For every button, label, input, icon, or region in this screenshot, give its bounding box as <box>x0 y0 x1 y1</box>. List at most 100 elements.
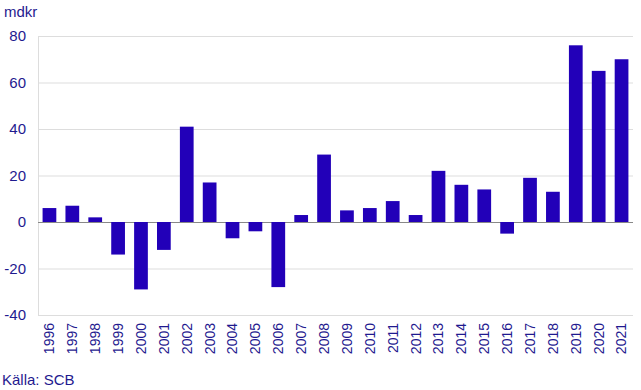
grid-line <box>38 83 633 84</box>
bar <box>43 208 57 222</box>
x-tick-label: 2005 <box>247 323 263 354</box>
x-tick-label: 2003 <box>202 323 218 354</box>
y-tick: -40 <box>4 306 633 323</box>
x-tick-label: 2001 <box>156 323 172 354</box>
bar <box>294 215 308 222</box>
bar <box>111 222 125 255</box>
bar <box>455 185 469 222</box>
x-tick-label: 2021 <box>613 323 629 354</box>
x-tick: 1997 <box>64 315 80 354</box>
x-tick-label: 2014 <box>453 323 469 354</box>
x-tick-label: 2007 <box>293 323 309 354</box>
x-tick-label: 1999 <box>110 323 126 354</box>
x-tick: 1998 <box>87 315 103 354</box>
grid-line <box>38 129 633 130</box>
x-tick-label: 2002 <box>179 323 195 354</box>
x-tick: 2005 <box>247 315 263 354</box>
bar <box>592 71 606 222</box>
bar <box>226 222 240 238</box>
x-tick: 2003 <box>202 315 218 354</box>
x-tick: 2011 <box>385 315 401 353</box>
x-tick: 2016 <box>499 315 515 354</box>
y-tick-label: 40 <box>9 120 26 137</box>
bar <box>569 45 583 222</box>
x-tick-label: 1996 <box>41 323 57 354</box>
bar <box>340 210 354 222</box>
y-axis-title: mdkr <box>4 3 37 20</box>
x-tick-label: 2010 <box>362 323 378 354</box>
y-axis: -40 -20 0 20 40 60 80 <box>4 27 633 323</box>
x-tick: 2004 <box>224 315 240 354</box>
bar <box>88 217 102 222</box>
bar <box>249 222 263 231</box>
y-tick: 80 <box>9 27 633 44</box>
x-axis-line <box>39 315 634 316</box>
x-tick-label: 2004 <box>224 323 240 354</box>
x-tick: 2017 <box>522 315 538 354</box>
bar <box>271 222 285 287</box>
bar <box>317 155 331 222</box>
bar <box>363 208 377 222</box>
y-tick-label: 0 <box>18 213 26 230</box>
grid-line <box>38 176 633 177</box>
y-tick-label: 80 <box>9 27 26 44</box>
y-tick: 60 <box>9 74 633 91</box>
bar <box>386 201 400 222</box>
x-tick-label: 2012 <box>407 323 423 354</box>
plot: -40 -20 0 20 40 60 80 1996 1997 1998 1999 2000 2001 2… <box>4 27 633 354</box>
bar <box>203 182 217 222</box>
y-tick-label: 20 <box>9 167 26 184</box>
bar <box>615 59 629 222</box>
x-tick: 2014 <box>453 315 469 354</box>
x-tick: 1996 <box>41 315 57 354</box>
x-tick-label: 2016 <box>499 323 515 354</box>
x-tick: 2008 <box>316 315 332 354</box>
y-axis-line <box>39 37 634 316</box>
x-tick: 2013 <box>430 315 446 354</box>
x-tick: 2019 <box>568 315 584 354</box>
bar <box>500 222 514 234</box>
x-tick: 2012 <box>407 315 423 354</box>
x-tick-label: 1997 <box>64 323 80 354</box>
x-tick-label: 2020 <box>591 323 607 354</box>
x-tick: 2007 <box>293 315 309 354</box>
x-tick-label: 2008 <box>316 323 332 354</box>
y-tick: 40 <box>9 120 633 137</box>
x-tick: 2020 <box>591 315 607 354</box>
bars <box>43 45 629 289</box>
x-tick-label: 2015 <box>476 323 492 354</box>
x-tick-label: 1998 <box>87 323 103 354</box>
grid-line <box>38 315 633 316</box>
x-tick-label: 2011 <box>385 323 401 353</box>
grid-line <box>38 36 633 37</box>
x-tick: 2002 <box>179 315 195 354</box>
x-tick: 2021 <box>613 315 629 354</box>
x-tick-label: 2009 <box>339 323 355 354</box>
x-tick: 2010 <box>362 315 378 354</box>
y-tick-label: -40 <box>4 306 26 323</box>
x-tick-label: 2006 <box>270 323 286 354</box>
bar <box>65 206 79 222</box>
x-tick-label: 2013 <box>430 323 446 354</box>
bar <box>134 222 148 289</box>
x-tick: 2001 <box>156 315 172 354</box>
bar <box>432 171 446 222</box>
y-tick: -20 <box>4 260 633 277</box>
x-tick: 2018 <box>545 315 561 354</box>
x-tick-label: 2019 <box>568 323 584 354</box>
y-tick-label: -20 <box>4 260 26 277</box>
x-tick-label: 2000 <box>133 323 149 354</box>
bar <box>409 215 423 222</box>
x-tick-label: 2017 <box>522 323 538 354</box>
grid-line <box>38 269 633 270</box>
source: Källa: SCB <box>2 371 75 388</box>
bar <box>157 222 171 250</box>
bar <box>523 178 537 222</box>
bar <box>477 189 491 222</box>
y-tick-label: 60 <box>9 74 26 91</box>
x-axis: 1996 1997 1998 1999 2000 2001 2002 2003 2004 2005… <box>39 315 634 354</box>
bar <box>546 192 560 222</box>
x-tick-label: 2018 <box>545 323 561 354</box>
x-tick: 2009 <box>339 315 355 354</box>
x-tick: 1999 <box>110 315 126 354</box>
